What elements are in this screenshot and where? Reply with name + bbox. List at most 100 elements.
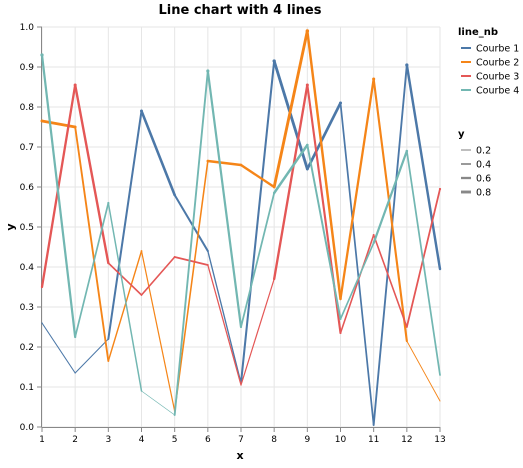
series-segment	[241, 61, 274, 383]
data-point	[273, 186, 275, 188]
series-segment	[175, 257, 208, 265]
data-point	[174, 194, 176, 196]
data-point	[141, 294, 142, 295]
series-segment	[241, 165, 274, 187]
data-point	[306, 144, 309, 147]
data-point	[40, 53, 43, 56]
data-point	[240, 164, 242, 166]
series-segment	[407, 341, 440, 401]
axes: 1 2 3 4 5 6 7 8 9 10 11 12 130.00.10.20.30.40.50.60.…	[20, 23, 446, 445]
x-tick-label: 12	[401, 435, 412, 445]
data-point	[273, 59, 276, 62]
data-point	[372, 77, 375, 80]
data-point	[75, 336, 76, 337]
data-point	[75, 373, 76, 374]
x-tick-label: 7	[238, 435, 244, 445]
series-segment	[208, 161, 241, 165]
series-segment	[407, 151, 440, 375]
y-tick-label: 0.6	[20, 183, 35, 193]
data-point	[207, 160, 210, 163]
series-segment	[407, 65, 440, 269]
data-point	[174, 415, 175, 416]
data-point	[174, 256, 176, 258]
size-legend-label: 0.4	[476, 160, 491, 171]
legend-label: Courbe 1	[476, 44, 519, 55]
x-tick-label: 3	[105, 435, 111, 445]
size-legend-label: 0.2	[476, 146, 491, 157]
series-segment	[208, 71, 241, 327]
series-segment	[42, 55, 75, 337]
data-point	[340, 332, 341, 333]
data-point	[74, 126, 77, 129]
data-point	[440, 375, 441, 376]
x-tick-label: 4	[139, 435, 145, 445]
data-point	[41, 322, 42, 323]
series-segment	[42, 85, 75, 287]
y-tick-label: 0.0	[20, 423, 35, 433]
series-segment	[75, 85, 108, 263]
data-point	[108, 338, 109, 339]
data-point	[107, 262, 109, 264]
data-point	[273, 192, 275, 194]
data-point	[373, 234, 375, 236]
data-point	[306, 168, 308, 170]
series-segment	[175, 161, 208, 411]
data-point	[107, 202, 109, 204]
x-tick-label: 5	[172, 435, 178, 445]
data-point	[141, 391, 142, 392]
data-point	[406, 326, 407, 327]
series-segment	[75, 203, 108, 337]
data-point	[207, 250, 209, 252]
data-point	[306, 29, 309, 32]
data-point	[339, 102, 342, 105]
x-tick-label: 8	[271, 435, 277, 445]
x-tick-label: 6	[205, 435, 211, 445]
data-point	[439, 268, 441, 270]
size-legend-label: 0.8	[476, 188, 491, 199]
data-point	[74, 83, 77, 86]
series-segment	[341, 243, 374, 319]
data-point	[241, 385, 242, 386]
series-segment	[142, 391, 175, 415]
data-point	[41, 286, 43, 288]
data-point	[108, 361, 109, 362]
data-point	[41, 120, 44, 123]
data-point	[306, 83, 309, 86]
x-tick-label: 10	[335, 435, 347, 445]
data-point	[439, 188, 441, 190]
data-point	[273, 278, 275, 280]
data-point	[340, 298, 341, 299]
y-tick-label: 0.1	[20, 383, 34, 393]
chart-title: Line chart with 4 lines	[159, 3, 322, 18]
series-segment	[142, 111, 175, 195]
size-legend-label: 0.6	[476, 174, 491, 185]
x-tick-label: 13	[434, 435, 445, 445]
series-segment	[75, 339, 108, 373]
x-tick-label: 1	[39, 435, 45, 445]
y-tick-label: 0.8	[20, 103, 35, 113]
y-tick-label: 0.3	[20, 303, 34, 313]
y-tick-label: 0.7	[20, 143, 34, 153]
data-point	[140, 110, 143, 113]
x-axis-title: x	[236, 449, 243, 462]
data-point	[373, 425, 374, 426]
data-point	[405, 63, 408, 66]
x-tick-label: 9	[304, 435, 310, 445]
legend-label: Courbe 3	[476, 72, 519, 83]
y-tick-label: 0.5	[20, 223, 34, 233]
data-point	[206, 69, 209, 72]
data-point	[141, 250, 143, 252]
series-segment	[42, 323, 75, 373]
series-segment	[374, 151, 407, 243]
data-point	[406, 340, 407, 341]
y-tick-label: 0.4	[20, 263, 35, 273]
series-segment	[208, 251, 241, 383]
legend-label: Courbe 2	[476, 58, 519, 69]
data-point	[373, 242, 375, 244]
y-tick-label: 0.2	[20, 343, 34, 353]
x-tick-label: 11	[368, 435, 379, 445]
y-axis-title: y	[4, 223, 17, 230]
data-point	[440, 401, 441, 402]
